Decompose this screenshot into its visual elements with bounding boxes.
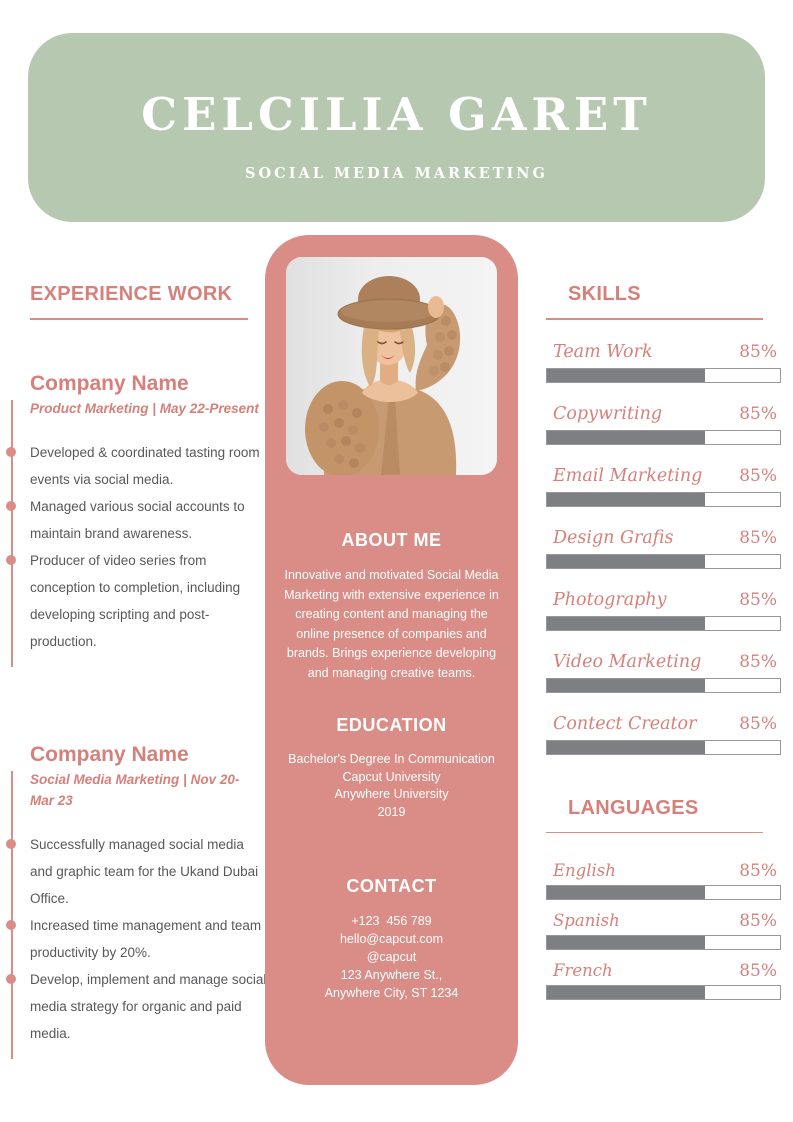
person-role: SOCIAL MEDIA MARKETING: [245, 165, 548, 182]
timeline-line: [10, 770, 13, 1059]
contact-address-1: 123 Anywhere St.,: [340, 968, 443, 982]
language-percent: 85%: [739, 961, 777, 981]
language-bar: [546, 985, 781, 1000]
skill-percent: 85%: [739, 651, 777, 672]
timeline-line: [10, 399, 13, 667]
contact-email: hello@capcut.com: [339, 932, 443, 946]
language-bar-fill: [547, 986, 706, 999]
skill-label: Design Grafis: [553, 527, 674, 548]
divider: [30, 318, 248, 320]
divider: [546, 318, 763, 320]
contact-address-2: Anywhere City, ST 1234: [324, 986, 459, 1000]
skill-bar: [546, 491, 781, 507]
job-meta: Social Media Marketing | Nov 20-Mar 23: [30, 771, 240, 808]
skill-bar-fill: [547, 616, 706, 630]
skill-label: Photography: [553, 589, 667, 610]
skill-percent: 85%: [739, 713, 777, 734]
skill-label: Copywriting: [553, 403, 663, 424]
skills-heading: SKILLS: [568, 283, 641, 305]
job-bullet-list: Developed & coordinated tasting room eve…: [6, 439, 268, 655]
skills-section: SKILLS Team Work 85% Copywriting 85% Ema…: [546, 283, 781, 1011]
skill-label: Team Work: [553, 341, 653, 362]
person-name: CELCILIA GARET: [141, 88, 652, 141]
skill-item: Photography 85%: [546, 590, 781, 631]
skill-bar-fill: [547, 492, 706, 506]
job-bullet: Increased time management and team produ…: [6, 912, 268, 966]
experience-heading: EXPERIENCE WORK: [30, 283, 233, 305]
skill-bar-fill: [547, 368, 706, 382]
skill-bar: [546, 429, 781, 445]
skill-bar: [546, 615, 781, 631]
contact-handle: @capcut: [366, 950, 417, 964]
education-line: Anywhere University: [334, 787, 449, 801]
language-bar-fill: [547, 886, 706, 899]
skill-label: Video Marketing: [553, 651, 702, 672]
skill-item: Team Work 85%: [546, 342, 781, 383]
skill-percent: 85%: [739, 465, 777, 486]
job-entry-1: Company Name Product Marketing | May 22-…: [6, 371, 268, 667]
about-heading: ABOUT ME: [341, 530, 442, 550]
skill-bar: [546, 553, 781, 569]
skill-percent: 85%: [739, 589, 777, 610]
skill-percent: 85%: [739, 527, 777, 548]
job-bullet: Successfully managed social media and gr…: [6, 831, 268, 912]
skill-bar: [546, 367, 781, 383]
education-line: Capcut University: [342, 769, 441, 784]
skill-item: Email Marketing 85%: [546, 466, 781, 507]
language-percent: 85%: [739, 861, 777, 881]
language-item: English 85%: [546, 861, 781, 900]
skill-item: Video Marketing 85%: [546, 652, 781, 693]
job-bullet: Develop, implement and manage social med…: [6, 966, 268, 1047]
profile-panel: ABOUT ME Innovative and motivated Social…: [265, 235, 518, 1085]
company-name: Company Name: [30, 371, 189, 395]
language-bar-fill: [547, 936, 706, 949]
skill-label: Contect Creator: [553, 713, 697, 734]
company-name: Company Name: [30, 742, 189, 766]
education-lines: Bachelor's Degree In Communication Capcu…: [265, 751, 518, 821]
education-heading: EDUCATION: [336, 715, 447, 735]
job-bullet: Managed various social accounts to maint…: [6, 493, 268, 547]
profile-photo: [286, 257, 497, 475]
skill-bar-fill: [547, 554, 706, 568]
skill-bar: [546, 739, 781, 755]
language-list: English 85% Spanish 85% French 85%: [546, 861, 781, 1000]
about-text: Innovative and motivated Social Media Ma…: [284, 568, 499, 680]
skill-bar-fill: [547, 430, 706, 444]
education-line: 2019: [377, 804, 406, 819]
skill-item: Contect Creator 85%: [546, 714, 781, 755]
education-line: Bachelor's Degree In Communication: [288, 752, 495, 766]
job-bullet: Developed & coordinated tasting room eve…: [6, 439, 268, 493]
divider: [546, 831, 763, 833]
language-percent: 85%: [739, 911, 777, 931]
language-label: English: [553, 861, 616, 880]
skill-percent: 85%: [739, 403, 777, 424]
language-label: Spanish: [553, 911, 620, 930]
language-label: French: [553, 961, 613, 980]
skill-item: Design Grafis 85%: [546, 528, 781, 569]
portrait-illustration: [286, 257, 497, 475]
skill-list: Team Work 85% Copywriting 85% Email Mark…: [546, 342, 781, 755]
job-bullet-list: Successfully managed social media and gr…: [6, 831, 268, 1047]
languages-heading: LANGUAGES: [568, 796, 699, 819]
skill-bar: [546, 677, 781, 693]
language-bar: [546, 935, 781, 950]
experience-section: EXPERIENCE WORK Company Name Product Mar…: [6, 283, 268, 1059]
header-banner: CELCILIA GARET SOCIAL MEDIA MARKETING: [28, 33, 765, 222]
language-bar: [546, 885, 781, 900]
contact-lines: +123 456 789 hello@capcut.com @capcut 12…: [265, 912, 518, 1002]
job-meta: Product Marketing | May 22-Present: [30, 400, 259, 416]
job-bullet: Producer of video series from conception…: [6, 547, 268, 655]
contact-phone: +123 456 789: [351, 914, 432, 928]
skill-percent: 85%: [739, 341, 777, 362]
job-entry-2: Company Name Social Media Marketing | No…: [6, 742, 268, 1059]
skill-label: Email Marketing: [553, 465, 703, 486]
language-item: French 85%: [546, 961, 781, 1000]
skill-bar-fill: [547, 678, 706, 692]
skill-bar-fill: [547, 740, 706, 754]
skill-item: Copywriting 85%: [546, 404, 781, 445]
contact-heading: CONTACT: [346, 876, 437, 896]
language-item: Spanish 85%: [546, 911, 781, 950]
